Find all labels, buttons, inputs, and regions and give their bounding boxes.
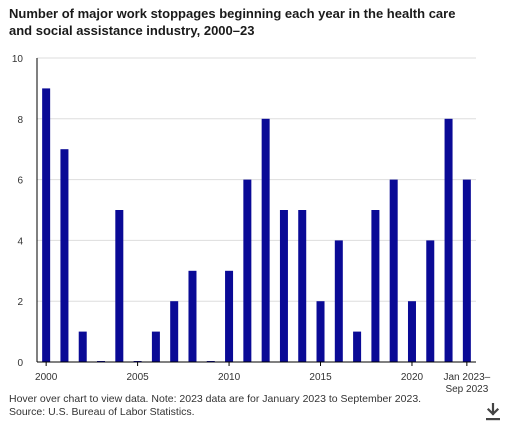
y-tick-label: 2 [17, 297, 23, 308]
bar[interactable]: 2010: 3 [225, 270, 234, 362]
x-tick-label: 2010 [218, 372, 241, 383]
bar[interactable]: 2015: 2 [316, 301, 325, 362]
x-tick-label: Sep 2023 [445, 384, 488, 395]
bar[interactable]: 2001: 7 [60, 149, 69, 362]
bar[interactable]: 2016: 4 [334, 240, 343, 362]
y-tick-label: 4 [17, 236, 23, 247]
bar[interactable]: 2017: 1 [353, 331, 362, 362]
x-tick-label: 2005 [126, 372, 149, 383]
x-tick-label: 2000 [35, 372, 58, 383]
bar[interactable]: 2021: 4 [426, 240, 435, 362]
source-line: Source: U.S. Bureau of Labor Statistics. [9, 406, 195, 418]
bar[interactable]: 2011: 6 [243, 179, 252, 362]
bar[interactable]: 2000: 9 [42, 88, 51, 363]
y-tick-label: 0 [17, 358, 23, 369]
bar[interactable]: 2022: 8 [444, 118, 453, 362]
bars[interactable]: 2000: 92001: 72002: 12003: 02004: 52005:… [42, 88, 471, 363]
bar[interactable]: 2002: 1 [78, 331, 87, 362]
bar[interactable]: 2008: 3 [188, 270, 197, 362]
y-tick-label: 10 [12, 54, 24, 65]
y-axis-ticks: 0 2 4 6 8 10 [12, 54, 24, 369]
bar[interactable]: 2020: 2 [407, 301, 416, 362]
bar[interactable]: 2014: 5 [298, 210, 307, 362]
y-tick-label: 6 [17, 176, 23, 187]
chart-title: Number of major work stoppages beginning… [9, 6, 456, 38]
chart-note: Hover over chart to view data. Note: 202… [9, 393, 469, 419]
note-line: Hover over chart to view data. Note: 202… [9, 393, 422, 405]
bar[interactable]: 2006: 1 [151, 331, 160, 362]
bar[interactable]: 2018: 5 [371, 210, 380, 362]
bar[interactable]: 2019: 6 [389, 179, 398, 362]
y-tick-label: 8 [17, 115, 23, 126]
bar[interactable]: 2004: 5 [115, 210, 124, 362]
bar[interactable]: Jan 2023–Sep 2023: 6 [462, 179, 471, 362]
download-icon[interactable] [485, 403, 501, 421]
bar[interactable]: 2013: 5 [279, 210, 288, 362]
x-tick-label: 2020 [401, 372, 424, 383]
bar[interactable]: 2007: 2 [170, 301, 179, 362]
x-axis-ticks: 2000 2005 2010 2015 2020 Jan 2023–Sep 2023 [35, 362, 491, 395]
bar[interactable]: 2012: 8 [261, 118, 270, 362]
x-tick-label: 2015 [309, 372, 332, 383]
x-tick-label: Jan 2023– [443, 372, 490, 383]
